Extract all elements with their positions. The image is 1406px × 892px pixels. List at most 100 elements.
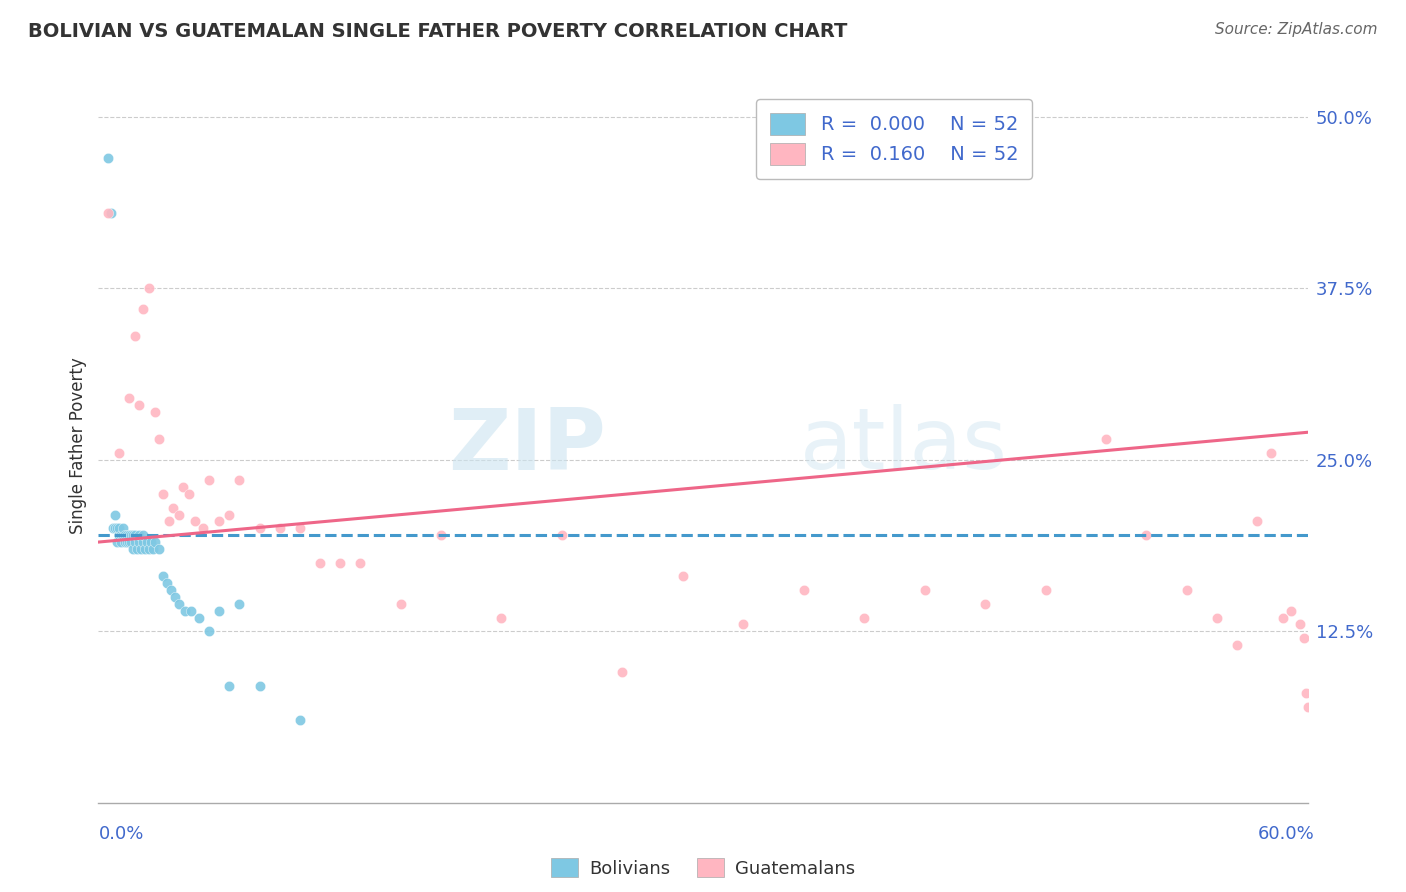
Point <box>124 528 146 542</box>
Point <box>1295 686 1317 700</box>
Point <box>672 569 695 583</box>
Point <box>1272 610 1295 624</box>
Point <box>100 205 122 219</box>
Point <box>288 714 311 728</box>
Point <box>128 535 150 549</box>
Point <box>134 541 156 556</box>
Text: 0.0%: 0.0% <box>98 825 143 843</box>
Point <box>793 583 815 598</box>
Point <box>1296 699 1319 714</box>
Text: 60.0%: 60.0% <box>1258 825 1315 843</box>
Point <box>121 528 143 542</box>
Point <box>121 541 143 556</box>
Point <box>612 665 634 680</box>
Point <box>1292 631 1315 645</box>
Point <box>118 391 141 405</box>
Point <box>143 405 166 419</box>
Point <box>152 569 174 583</box>
Point <box>132 535 155 549</box>
Point <box>148 432 170 446</box>
Point <box>198 473 221 487</box>
Text: ZIP: ZIP <box>449 404 606 488</box>
Point <box>132 301 155 316</box>
Point <box>269 521 291 535</box>
Point <box>101 521 124 535</box>
Point <box>198 624 221 639</box>
Point <box>97 205 120 219</box>
Legend: R =  0.000    N = 52, R =  0.160    N = 52: R = 0.000 N = 52, R = 0.160 N = 52 <box>756 99 1032 178</box>
Point <box>180 604 202 618</box>
Text: Source: ZipAtlas.com: Source: ZipAtlas.com <box>1215 22 1378 37</box>
Text: atlas: atlas <box>800 404 1008 488</box>
Point <box>167 508 190 522</box>
Point <box>1260 446 1282 460</box>
Point <box>249 679 271 693</box>
Point <box>218 679 240 693</box>
Point <box>118 535 141 549</box>
Point <box>132 528 155 542</box>
Point <box>124 329 146 343</box>
Point <box>120 535 142 549</box>
Point <box>107 446 129 460</box>
Text: BOLIVIAN VS GUATEMALAN SINGLE FATHER POVERTY CORRELATION CHART: BOLIVIAN VS GUATEMALAN SINGLE FATHER POV… <box>28 22 848 41</box>
Point <box>163 590 186 604</box>
Point <box>129 541 152 556</box>
Point <box>430 528 453 542</box>
Point <box>143 535 166 549</box>
Point <box>120 528 142 542</box>
Point <box>167 597 190 611</box>
Point <box>172 480 194 494</box>
Point <box>853 610 876 624</box>
Point <box>974 597 997 611</box>
Point <box>208 515 231 529</box>
Point <box>114 535 136 549</box>
Point <box>103 521 125 535</box>
Point <box>193 521 215 535</box>
Point <box>1035 583 1057 598</box>
Point <box>111 521 134 535</box>
Point <box>733 617 755 632</box>
Point <box>139 535 162 549</box>
Y-axis label: Single Father Poverty: Single Father Poverty <box>69 358 87 534</box>
Point <box>105 535 128 549</box>
Point <box>111 528 134 542</box>
Point <box>349 556 371 570</box>
Point <box>1246 515 1268 529</box>
Point <box>128 528 150 542</box>
Point <box>1288 617 1310 632</box>
Point <box>1226 638 1249 652</box>
Point <box>107 528 129 542</box>
Point <box>138 281 160 295</box>
Point <box>288 521 311 535</box>
Point <box>156 576 179 591</box>
Point <box>114 528 136 542</box>
Point <box>1175 583 1198 598</box>
Point <box>914 583 936 598</box>
Point <box>1135 528 1157 542</box>
Point <box>160 583 183 598</box>
Point <box>1281 604 1303 618</box>
Point <box>329 556 352 570</box>
Point <box>174 604 197 618</box>
Point <box>110 528 132 542</box>
Point <box>142 541 165 556</box>
Point <box>1206 610 1229 624</box>
Point <box>1095 432 1118 446</box>
Point <box>228 473 250 487</box>
Point <box>110 535 132 549</box>
Point <box>103 508 125 522</box>
Point <box>309 556 332 570</box>
Point <box>128 398 150 412</box>
Point <box>115 528 138 542</box>
Point <box>491 610 513 624</box>
Point <box>138 541 160 556</box>
Point <box>152 487 174 501</box>
Point <box>188 610 211 624</box>
Point <box>249 521 271 535</box>
Point <box>157 515 180 529</box>
Point <box>389 597 412 611</box>
Point <box>107 521 129 535</box>
Point <box>208 604 231 618</box>
Point <box>105 521 128 535</box>
Point <box>184 515 207 529</box>
